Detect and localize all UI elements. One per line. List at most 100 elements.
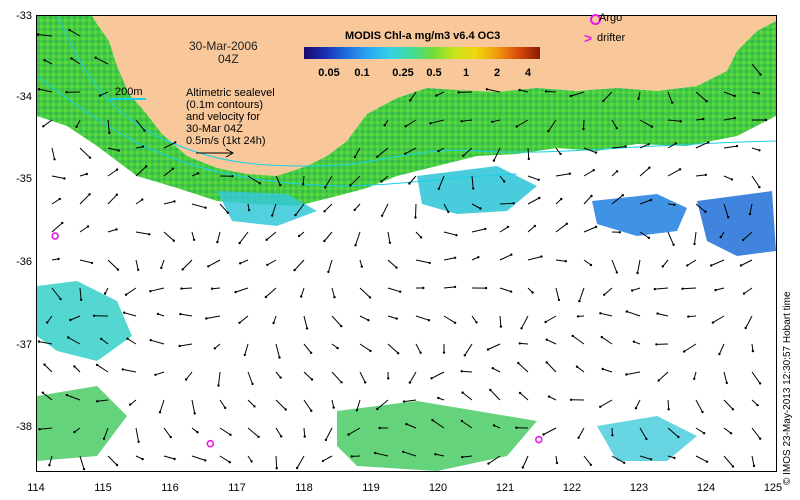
velocity-arrow-head <box>79 298 83 301</box>
y-tick-label: -38 <box>16 421 32 433</box>
velocity-arrow-head <box>621 194 624 197</box>
velocity-arrow-head <box>568 172 571 175</box>
southern-chlorophyll-patch <box>37 281 132 361</box>
velocity-arrow-head <box>673 203 676 206</box>
velocity-arrow-head <box>116 268 120 271</box>
velocity-arrow <box>461 119 473 122</box>
velocity-arrow-head <box>193 412 196 415</box>
velocity-arrow-head <box>123 311 126 314</box>
velocity-arrow <box>443 203 449 213</box>
velocity-arrow <box>751 371 761 384</box>
velocity-arrow-head <box>108 131 111 135</box>
velocity-arrow-head <box>475 321 478 324</box>
velocity-arrow-head <box>364 381 367 384</box>
argo-float-marker[interactable] <box>534 435 543 444</box>
velocity-arrow <box>216 231 221 243</box>
velocity-arrow-head <box>667 408 670 411</box>
velocity-arrow-head <box>251 382 254 386</box>
velocity-arrow-head <box>374 451 377 455</box>
velocity-arrow-head <box>479 207 482 210</box>
velocity-arrow-head <box>275 467 278 470</box>
velocity-arrow-head <box>238 321 241 324</box>
velocity-arrow-head <box>179 312 182 316</box>
sealevel-contour <box>56 16 776 167</box>
velocity-arrow <box>124 312 137 317</box>
velocity-arrow-head <box>295 466 299 470</box>
velocity-arrow-head <box>435 94 438 97</box>
velocity-arrow-head <box>95 363 99 367</box>
velocity-arrow <box>639 427 647 440</box>
velocity-arrow-head <box>674 142 678 145</box>
velocity-arrow-head <box>88 156 92 159</box>
velocity-arrow-head <box>739 264 743 267</box>
velocity-arrow-head <box>145 165 148 168</box>
velocity-arrow-head <box>294 213 297 217</box>
velocity-arrow-head <box>154 373 157 376</box>
velocity-arrow <box>583 455 592 466</box>
velocity-arrow <box>723 91 735 97</box>
velocity-arrow-head <box>714 288 717 292</box>
velocity-arrow <box>578 427 585 438</box>
velocity-arrow-head <box>323 210 326 213</box>
velocity-arrow-head <box>419 236 423 239</box>
velocity-arrow <box>583 119 585 130</box>
velocity-arrow <box>294 259 305 271</box>
velocity-arrow <box>599 399 613 408</box>
velocity-arrow <box>74 366 81 373</box>
velocity-arrow <box>206 315 221 319</box>
velocity-arrow <box>745 315 753 329</box>
velocity-arrow <box>191 231 195 240</box>
velocity-arrow-head <box>367 319 370 322</box>
velocity-arrow <box>603 287 613 296</box>
velocity-arrow <box>639 455 652 460</box>
velocity-arrow-head <box>428 261 431 265</box>
velocity-arrow <box>583 147 597 154</box>
velocity-arrow <box>355 231 361 246</box>
velocity-arrow-head <box>559 152 562 156</box>
velocity-arrow <box>265 287 277 298</box>
velocity-arrow <box>657 313 669 317</box>
velocity-arrow-head <box>37 33 40 36</box>
x-tick-label: 115 <box>94 482 112 494</box>
velocity-arrow-head <box>253 405 256 408</box>
velocity-arrow-head <box>582 127 585 131</box>
velocity-arrow-head <box>73 430 76 434</box>
velocity-arrow-head <box>547 129 550 133</box>
velocity-arrow <box>695 118 704 121</box>
drifter-icon: > <box>584 30 593 46</box>
velocity-arrow <box>239 231 249 244</box>
velocity-arrow <box>405 119 417 127</box>
velocity-arrow-head <box>758 149 761 152</box>
velocity-arrow-head <box>531 291 534 294</box>
velocity-arrow-head <box>70 57 73 60</box>
velocity-arrow <box>546 362 557 373</box>
velocity-arrow <box>163 200 175 205</box>
velocity-arrow-head <box>555 461 559 465</box>
velocity-arrow-head <box>88 193 91 196</box>
velocity-arrow <box>527 175 539 181</box>
velocity-arrow-head <box>618 231 621 234</box>
argo-float-marker[interactable] <box>206 439 215 448</box>
velocity-arrow <box>381 203 389 216</box>
velocity-arrow-head <box>544 320 547 324</box>
velocity-arrow <box>555 223 568 233</box>
argo-float-marker[interactable] <box>51 232 59 240</box>
velocity-arrow-head <box>148 233 151 236</box>
velocity-arrow-head <box>461 455 464 459</box>
velocity-arrow <box>637 259 641 274</box>
velocity-arrow <box>44 59 53 65</box>
velocity-arrow <box>359 371 366 383</box>
velocity-arrow-head <box>636 271 639 275</box>
velocity-arrow <box>583 195 592 205</box>
credit-text: © IMOS 23-May-2013 12:30:57 Hobart time <box>782 291 793 485</box>
velocity-arrow <box>492 119 501 123</box>
velocity-arrow-head <box>216 240 219 244</box>
velocity-arrow <box>79 226 89 233</box>
velocity-arrow-head <box>725 381 728 385</box>
velocity-arrow-head <box>405 422 408 426</box>
velocity-arrow <box>406 423 417 429</box>
velocity-arrow-head <box>491 367 494 370</box>
velocity-arrow <box>639 167 650 177</box>
velocity-arrow <box>543 427 557 435</box>
velocity-arrow-head <box>213 347 216 350</box>
